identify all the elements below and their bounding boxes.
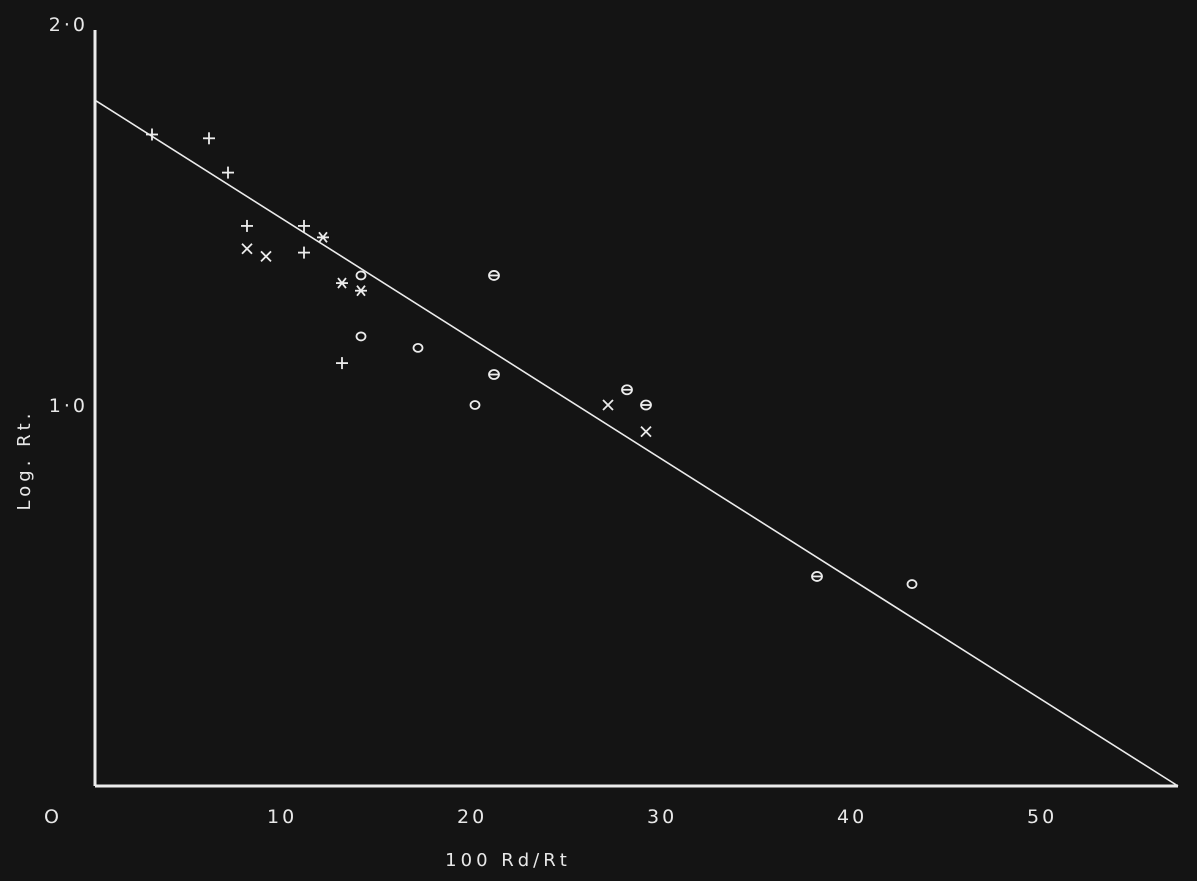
y-tick-label: 1·0 xyxy=(49,395,88,417)
x-tick-label: 50 xyxy=(1027,806,1057,828)
x-axis-label: 100 Rd/Rt xyxy=(445,850,571,871)
x-tick-label: 30 xyxy=(647,806,677,828)
x-tick-label: 20 xyxy=(457,806,487,828)
y-axis-label: Log. Rt. xyxy=(14,410,35,511)
x-tick-label: 40 xyxy=(837,806,867,828)
x-tick-label: O xyxy=(44,806,62,828)
y-tick-label: 2·0 xyxy=(49,14,88,36)
x-tick-label: 10 xyxy=(267,806,297,828)
